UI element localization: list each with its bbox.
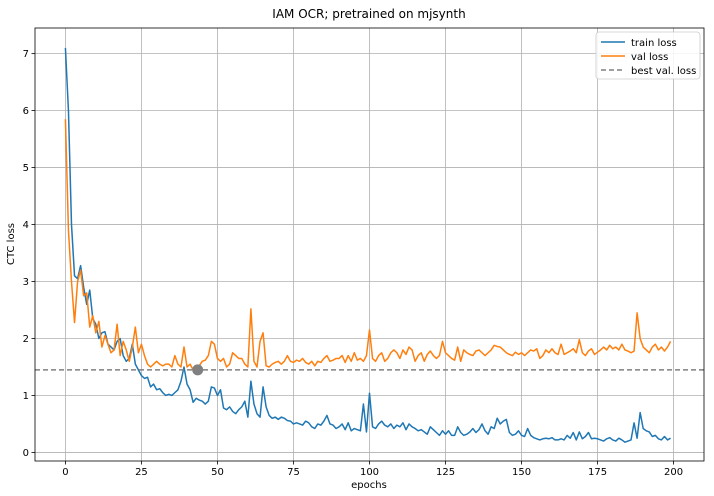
legend-label-train-loss: train loss	[631, 38, 677, 49]
series-lines	[35, 47, 704, 443]
x-tick-label: 0	[62, 467, 68, 478]
x-tick-label: 150	[512, 467, 531, 478]
y-tick-label: 6	[23, 106, 29, 117]
x-tick-label: 25	[135, 467, 148, 478]
y-tick-label: 2	[23, 334, 29, 345]
y-axis-label: CTC loss	[6, 223, 17, 265]
y-tick-label: 4	[23, 220, 29, 231]
legend: train loss val loss best val. loss	[595, 31, 701, 80]
y-tick-label: 7	[23, 49, 29, 60]
x-tick-label: 100	[360, 467, 379, 478]
plot-frame	[34, 27, 705, 462]
chart-title: IAM OCR; pretrained on mjsynth	[272, 7, 465, 21]
series-line-val-loss	[64, 119, 672, 371]
legend-label-best-val-loss: best val. loss	[631, 66, 696, 77]
legend-box	[595, 31, 701, 80]
best-epoch-marker	[192, 364, 204, 376]
x-tick-label: 50	[211, 467, 224, 478]
legend-label-val-loss: val loss	[631, 52, 668, 63]
series-line-train-loss	[64, 47, 671, 443]
y-tick-label: 3	[23, 277, 29, 288]
y-tick-label: 5	[23, 163, 29, 174]
x-tick-label: 200	[664, 467, 683, 478]
y-tick-label: 0	[23, 448, 29, 459]
y-tick-label: 1	[23, 391, 29, 402]
x-tick-label: 125	[436, 467, 455, 478]
x-tick-label: 175	[588, 467, 607, 478]
axis-ticks: 0 25 50 75 100 125 150 175 200 0 1 2 3 4 5 6 7	[23, 49, 684, 478]
x-axis-label: epochs	[351, 480, 387, 491]
plot-area: 0 25 50 75 100 125 150 175 200 0 1 2 3 4 5 6 7	[23, 27, 705, 478]
x-tick-label: 75	[287, 467, 300, 478]
